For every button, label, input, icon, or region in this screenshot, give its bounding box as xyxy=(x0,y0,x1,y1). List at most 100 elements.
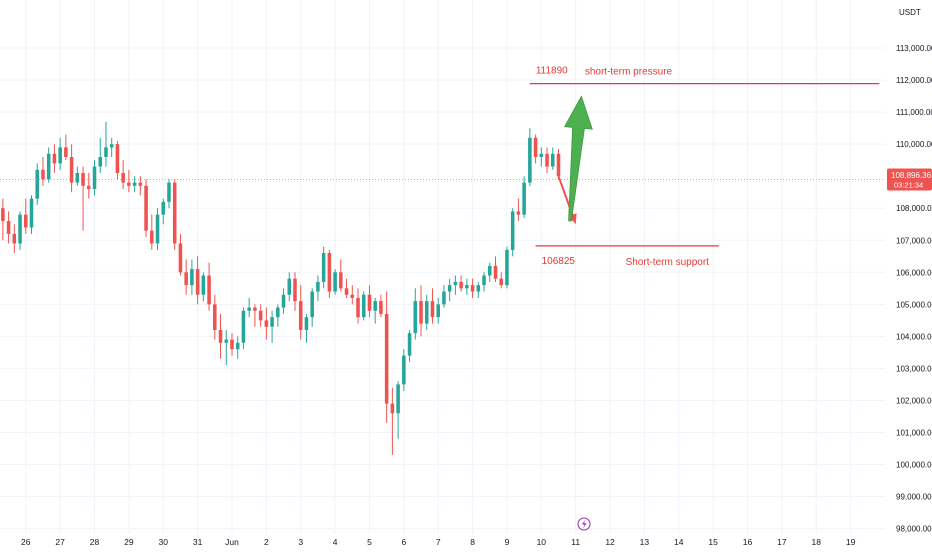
price-axis[interactable]: USDT 113,000.00 112,000.00 111,000.00 110,0… xyxy=(896,8,932,534)
candle-body xyxy=(1,208,5,222)
candle-body xyxy=(373,301,377,311)
candle-body xyxy=(241,310,246,343)
candle-body xyxy=(41,169,45,180)
candle-body xyxy=(201,275,206,295)
candle-body xyxy=(230,339,234,350)
last-price-tag: 108,896.36 03:21:34 xyxy=(887,168,932,191)
candle-body xyxy=(64,147,68,157)
time-axis[interactable]: 26 27 28 29 30 31 Jun 2 3 4 5 6 7 8 9 10 11 12 13 14 15 16 17 1… xyxy=(21,537,856,547)
annotation-description: Short-term support xyxy=(626,257,710,268)
x-tick-label: 31 xyxy=(193,537,203,547)
x-tick-label: 11 xyxy=(571,537,580,547)
x-tick-label: 8 xyxy=(470,537,475,547)
x-tick-label: 4 xyxy=(333,537,338,547)
candle-body xyxy=(482,275,486,286)
candle-body xyxy=(293,278,297,302)
candle-body xyxy=(190,269,194,286)
x-tick-label: 9 xyxy=(505,537,510,547)
candle-body xyxy=(407,333,412,356)
x-tick-label: 2 xyxy=(264,537,269,547)
x-tick-label: 30 xyxy=(159,537,169,547)
candle-body xyxy=(115,144,120,173)
candle-body xyxy=(132,182,137,186)
candle-body xyxy=(499,278,503,286)
candle-body xyxy=(550,153,555,167)
up-arrow xyxy=(564,95,593,222)
candle-body xyxy=(218,329,223,343)
candle-body xyxy=(493,265,498,279)
last-price-value: 108,896.36 xyxy=(891,171,932,180)
candle-body xyxy=(178,243,183,273)
candle-body xyxy=(505,249,509,286)
x-tick-label: 28 xyxy=(90,537,100,547)
candle-body xyxy=(58,147,62,164)
candle-body xyxy=(465,285,469,289)
lightning-icon[interactable] xyxy=(577,517,591,531)
candle-body xyxy=(287,278,292,295)
candle-body xyxy=(470,285,475,292)
grid-layer xyxy=(0,0,885,535)
candle-body xyxy=(396,384,400,414)
y-tick-label: 107,000.00 xyxy=(896,236,932,245)
candle-body xyxy=(52,153,57,164)
currency-label: USDT xyxy=(899,8,921,17)
annotation-price: 106825 xyxy=(542,256,576,267)
y-tick-label: 102,000.00 xyxy=(896,396,932,405)
y-tick-label: 99,000.00 xyxy=(896,493,932,502)
candle-body xyxy=(276,307,280,318)
x-tick-label: 6 xyxy=(401,537,406,547)
y-tick-label: 105,000.00 xyxy=(896,300,932,309)
candle-body xyxy=(144,185,148,231)
candle-body xyxy=(459,281,463,289)
annotation-price: 111890 xyxy=(536,66,568,77)
candle-body xyxy=(304,317,309,330)
candle-body xyxy=(138,182,143,186)
candle-body xyxy=(556,153,561,177)
x-tick-label: 19 xyxy=(846,537,856,547)
candle-body xyxy=(298,301,303,330)
candle-body xyxy=(510,211,515,250)
candle-body xyxy=(155,214,160,244)
x-tick-label: 7 xyxy=(436,537,441,547)
candle-body xyxy=(207,275,211,305)
y-tick-label: 98,000.00 xyxy=(896,525,932,534)
y-tick-label: 101,000.00 xyxy=(896,428,932,437)
y-tick-label: 112,000.00 xyxy=(896,76,932,85)
candle-body xyxy=(184,272,188,286)
candle-body xyxy=(195,269,200,295)
candle-body xyxy=(69,156,74,183)
y-tick-label: 113,000.00 xyxy=(896,44,932,53)
candle-body xyxy=(367,294,372,311)
candle-body xyxy=(281,294,286,308)
y-tick-label: 111,000.00 xyxy=(896,108,932,117)
candle-body xyxy=(46,153,51,180)
candle-body xyxy=(213,304,217,330)
x-tick-label: 3 xyxy=(298,537,303,547)
candle-body xyxy=(516,211,521,215)
candle-body xyxy=(253,307,257,311)
annotation-description: short-term pressure xyxy=(585,67,673,78)
y-tick-label: 108,000.00 xyxy=(896,204,932,213)
y-tick-label: 103,000.00 xyxy=(896,364,932,373)
candle-body xyxy=(333,272,337,292)
candle-body xyxy=(75,172,80,183)
candle-body xyxy=(224,339,229,343)
candle-body xyxy=(413,301,418,334)
candle-body xyxy=(350,294,355,298)
candle-body xyxy=(402,355,406,385)
y-tick-label: 100,000.00 xyxy=(896,461,932,470)
candle-body xyxy=(109,144,114,148)
candle-body xyxy=(127,182,131,186)
candle-body xyxy=(379,301,383,314)
candle-body xyxy=(264,320,269,327)
y-tick-label: 110,000.00 xyxy=(896,140,932,149)
candle-body xyxy=(87,185,91,190)
last-price-badge xyxy=(887,168,932,191)
candle-body xyxy=(327,253,332,292)
y-tick-label: 106,000.00 xyxy=(896,268,932,277)
x-tick-label: 12 xyxy=(605,537,615,547)
candle-body xyxy=(29,198,34,228)
candle-body xyxy=(172,182,177,244)
